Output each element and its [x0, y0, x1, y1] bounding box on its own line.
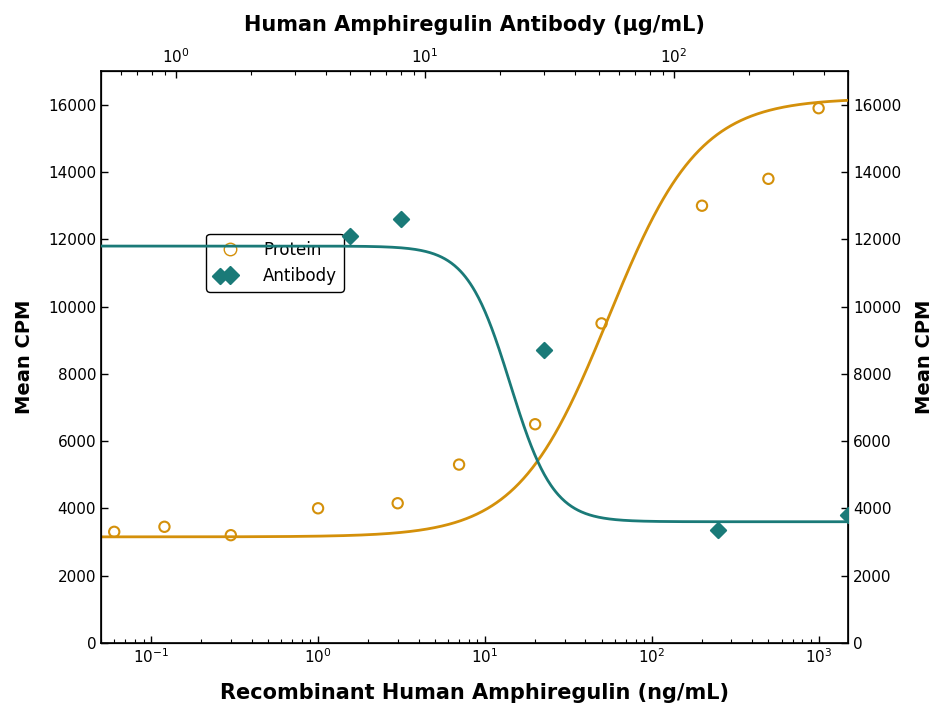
Point — [69, 247, 84, 258]
Point — [452, 459, 467, 470]
Point — [536, 345, 551, 356]
Point — [213, 271, 228, 282]
Point — [393, 213, 408, 225]
Point — [310, 503, 326, 514]
Point — [695, 200, 710, 212]
Point — [343, 230, 358, 242]
Y-axis label: Mean CPM: Mean CPM — [15, 300, 34, 414]
X-axis label: Human Amphiregulin Antibody (μg/mL): Human Amphiregulin Antibody (μg/mL) — [244, 15, 705, 35]
Point — [761, 173, 776, 185]
X-axis label: Recombinant Human Amphiregulin (ng/mL): Recombinant Human Amphiregulin (ng/mL) — [220, 683, 729, 703]
Y-axis label: Mean CPM: Mean CPM — [915, 300, 934, 414]
Point — [811, 103, 827, 114]
Point — [841, 509, 856, 521]
Point — [106, 526, 121, 538]
Point — [223, 529, 238, 541]
Point — [390, 498, 405, 509]
Point — [528, 419, 543, 430]
Point — [594, 317, 609, 329]
Legend: Protein, Antibody: Protein, Antibody — [207, 234, 344, 292]
Point — [157, 521, 172, 533]
Point — [710, 524, 725, 536]
